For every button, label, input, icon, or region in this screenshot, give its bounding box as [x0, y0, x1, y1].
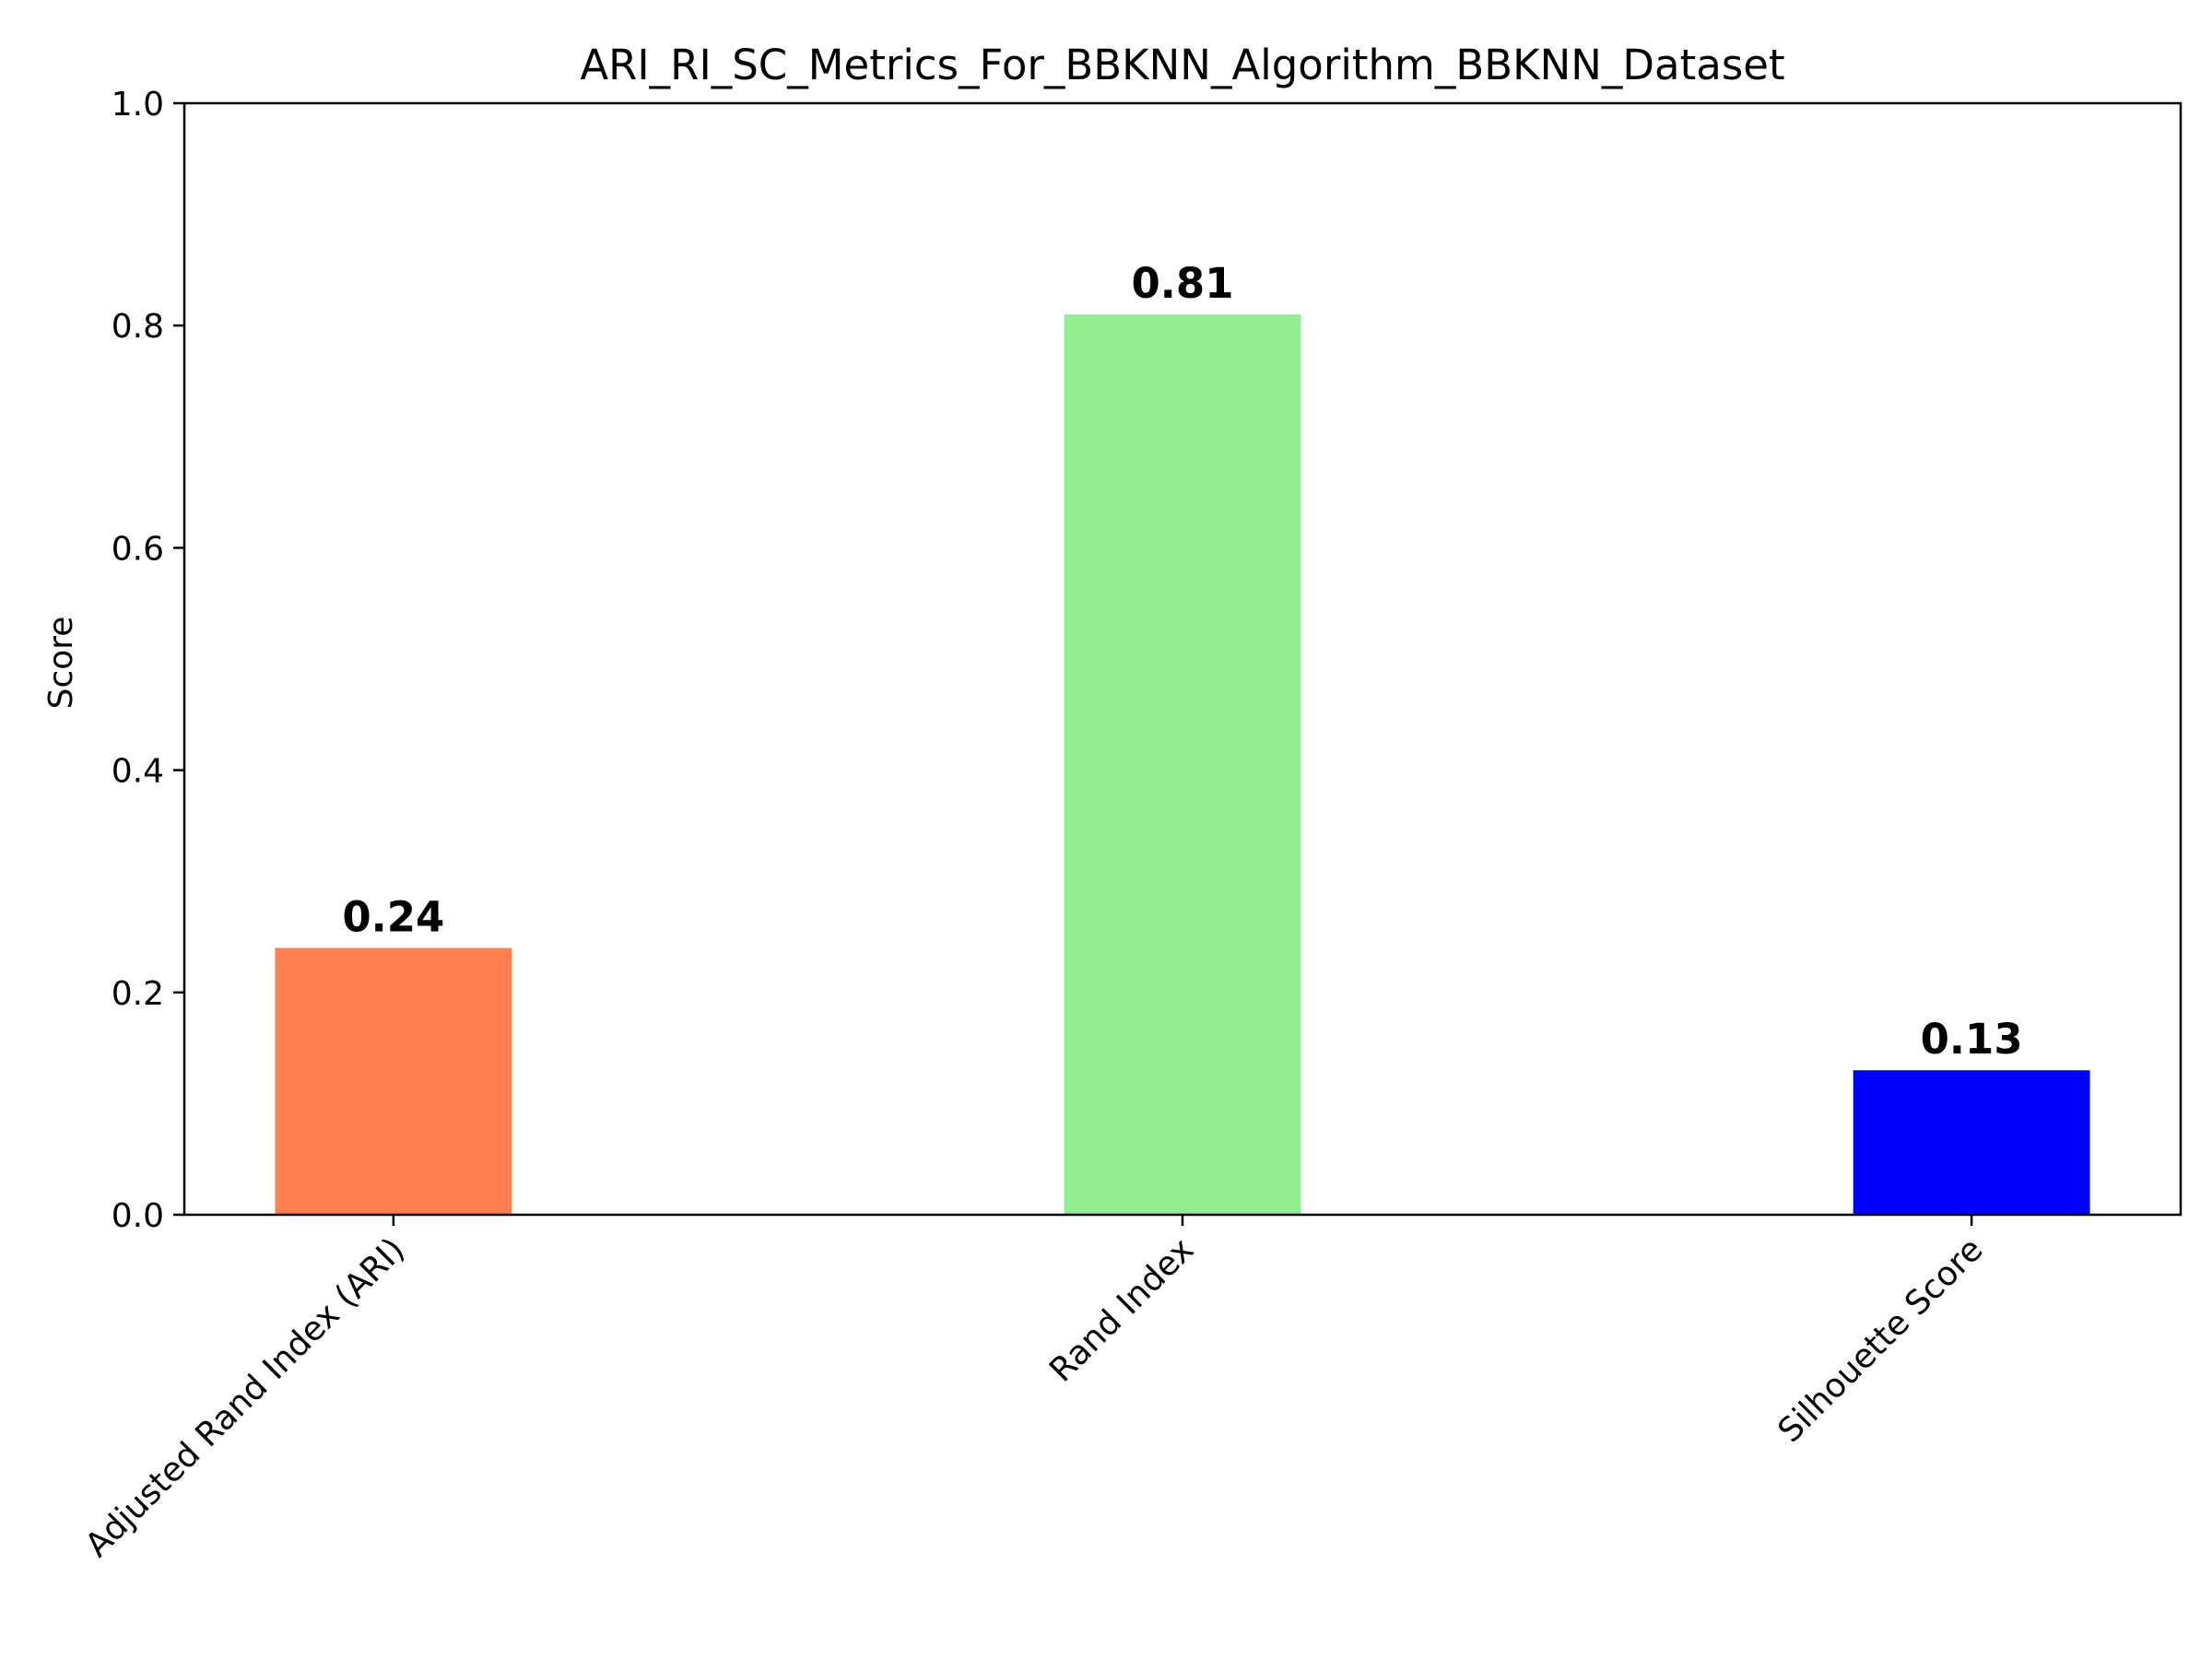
y-tick-label: 0.2	[112, 975, 164, 1013]
y-tick-label: 0.4	[112, 753, 164, 791]
data-labels-layer: 0.24 0.81 0.13	[342, 259, 2022, 1064]
x-axis: Adjusted Rand Index (ARI) Rand Index Silho…	[78, 1215, 1990, 1565]
bars-layer	[275, 314, 2090, 1215]
y-axis-label: Score	[42, 617, 80, 710]
y-tick-label: 0.6	[112, 530, 164, 568]
y-axis: 0.0 0.2 0.4 0.6 0.8 1.0	[112, 86, 184, 1235]
bar-rand-index	[1064, 314, 1301, 1215]
x-tick-label-adjusted-rand-index-ari: Adjusted Rand Index (ARI)	[78, 1230, 412, 1564]
y-tick-label: 1.0	[112, 86, 164, 124]
plot-frame	[182, 101, 2183, 1217]
bar-adjusted-rand-index-ari	[275, 947, 512, 1215]
y-tick-label: 0.8	[112, 308, 164, 346]
x-tick-label-silhouette-score: Silhouette Score	[1771, 1230, 1991, 1450]
data-label-adjusted-rand-index-ari: 0.24	[342, 893, 444, 942]
x-tick-label-rand-index: Rand Index	[1042, 1230, 1201, 1389]
data-label-silhouette-score: 0.13	[1921, 1015, 2023, 1064]
data-label-rand-index: 0.81	[1131, 259, 1233, 308]
bar-silhouette-score	[1853, 1070, 2090, 1215]
chart-title: ARI_RI_SC_Metrics_For_BBKNN_Algorithm_BB…	[580, 41, 1784, 89]
y-tick-label: 0.0	[112, 1197, 164, 1235]
